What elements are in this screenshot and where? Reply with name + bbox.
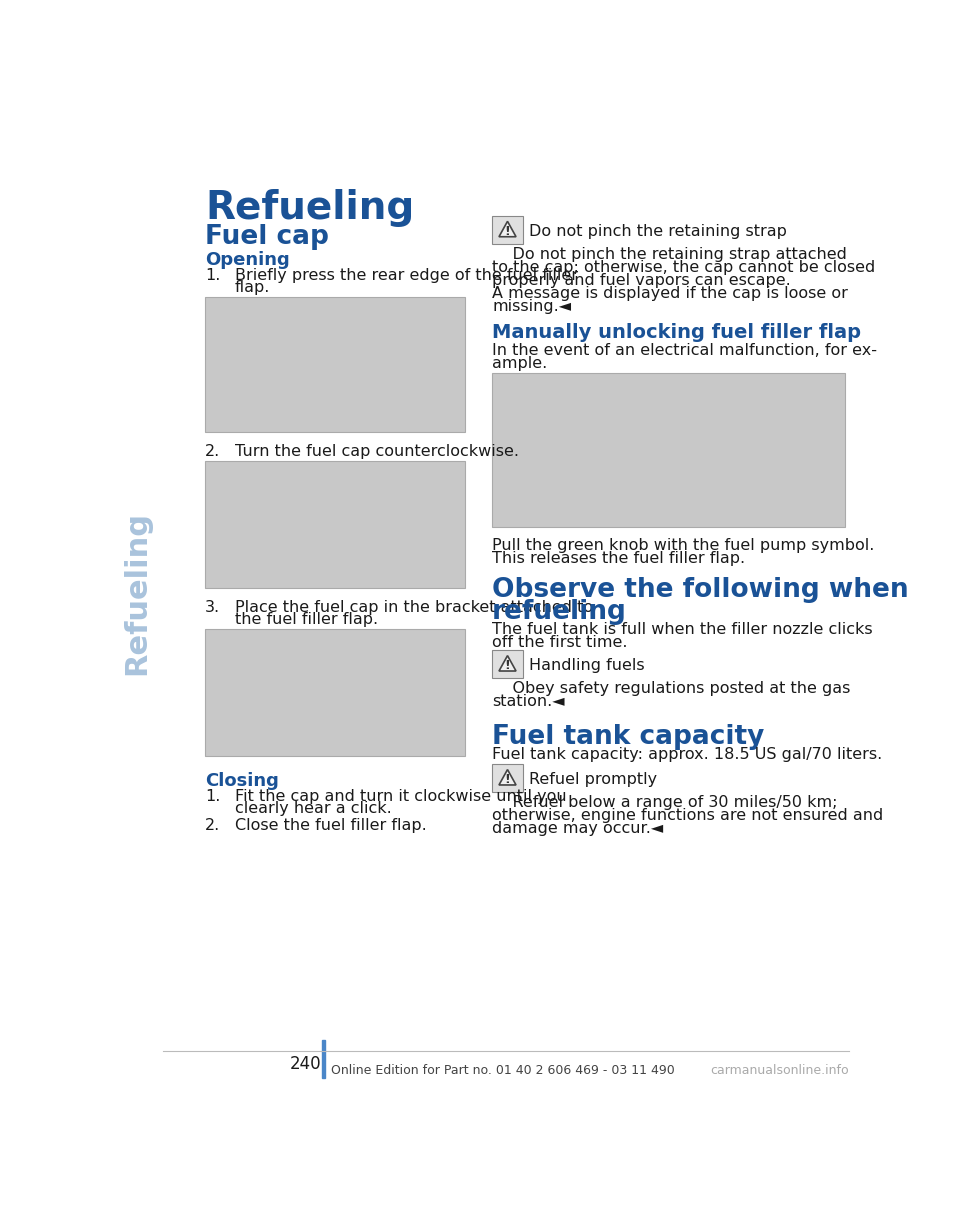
Text: Refueling: Refueling xyxy=(205,189,415,227)
Text: !: ! xyxy=(505,659,511,672)
Text: Place the fuel cap in the bracket attached to: Place the fuel cap in the bracket attach… xyxy=(234,600,593,615)
Text: Refuel below a range of 30 miles/50 km;: Refuel below a range of 30 miles/50 km; xyxy=(492,796,837,810)
Text: Briefly press the rear edge of the fuel filler: Briefly press the rear edge of the fuel … xyxy=(234,268,578,282)
Text: Fuel cap: Fuel cap xyxy=(205,224,329,249)
Text: Do not pinch the retaining strap: Do not pinch the retaining strap xyxy=(529,224,787,238)
Text: 240: 240 xyxy=(290,1056,322,1073)
Text: The fuel tank is full when the filler nozzle clicks: The fuel tank is full when the filler no… xyxy=(492,622,873,637)
Bar xyxy=(492,216,523,243)
Text: In the event of an electrical malfunction, for ex-: In the event of an electrical malfunctio… xyxy=(492,343,877,358)
Text: clearly hear a click.: clearly hear a click. xyxy=(234,802,392,816)
Bar xyxy=(492,373,845,527)
Text: Handling fuels: Handling fuels xyxy=(529,657,645,673)
Text: 2.: 2. xyxy=(205,444,221,458)
Text: Fuel tank capacity: Fuel tank capacity xyxy=(492,725,764,750)
Text: !: ! xyxy=(505,225,511,238)
Text: Close the fuel filler flap.: Close the fuel filler flap. xyxy=(234,818,426,833)
Polygon shape xyxy=(499,656,516,671)
Text: 2.: 2. xyxy=(205,818,221,833)
Polygon shape xyxy=(499,221,516,237)
Text: Opening: Opening xyxy=(205,251,290,269)
Text: A message is displayed if the cap is loose or: A message is displayed if the cap is loo… xyxy=(492,286,848,301)
Text: properly and fuel vapors can escape.: properly and fuel vapors can escape. xyxy=(492,273,791,288)
Text: to the cap; otherwise, the cap cannot be closed: to the cap; otherwise, the cap cannot be… xyxy=(492,260,876,275)
Polygon shape xyxy=(499,770,516,785)
Text: ample.: ample. xyxy=(492,356,547,371)
Text: the fuel filler flap.: the fuel filler flap. xyxy=(234,612,378,627)
Text: flap.: flap. xyxy=(234,280,270,295)
Text: Refuel promptly: Refuel promptly xyxy=(529,772,658,787)
Text: !: ! xyxy=(505,774,511,786)
Text: Closing: Closing xyxy=(205,772,279,789)
Text: 1.: 1. xyxy=(205,789,221,804)
Text: 1.: 1. xyxy=(205,268,221,282)
Text: Observe the following when: Observe the following when xyxy=(492,577,908,604)
Bar xyxy=(205,461,465,588)
Text: Refueling: Refueling xyxy=(123,511,152,676)
Text: otherwise, engine functions are not ensured and: otherwise, engine functions are not ensu… xyxy=(492,808,883,824)
Text: refueling: refueling xyxy=(492,599,627,624)
Text: 3.: 3. xyxy=(205,600,221,615)
Text: station.◄: station.◄ xyxy=(492,694,564,709)
Text: Fit the cap and turn it clockwise until you: Fit the cap and turn it clockwise until … xyxy=(234,789,566,804)
Text: Obey safety regulations posted at the gas: Obey safety regulations posted at the ga… xyxy=(492,681,851,697)
Text: missing.◄: missing.◄ xyxy=(492,299,571,314)
Text: Manually unlocking fuel filler flap: Manually unlocking fuel filler flap xyxy=(492,323,861,342)
Text: This releases the fuel filler flap.: This releases the fuel filler flap. xyxy=(492,551,745,566)
Bar xyxy=(205,629,465,756)
Text: off the first time.: off the first time. xyxy=(492,634,628,650)
Bar xyxy=(205,297,465,431)
Text: Pull the green knob with the fuel pump symbol.: Pull the green knob with the fuel pump s… xyxy=(492,538,875,552)
Text: damage may occur.◄: damage may occur.◄ xyxy=(492,821,663,836)
Text: Fuel tank capacity: approx. 18.5 US gal/70 liters.: Fuel tank capacity: approx. 18.5 US gal/… xyxy=(492,747,882,763)
Bar xyxy=(322,1040,325,1078)
Text: carmanualsonline.info: carmanualsonline.info xyxy=(709,1064,849,1077)
Bar xyxy=(492,764,523,792)
Text: Online Edition for Part no. 01 40 2 606 469 - 03 11 490: Online Edition for Part no. 01 40 2 606 … xyxy=(331,1064,675,1077)
Bar xyxy=(492,650,523,678)
Text: Do not pinch the retaining strap attached: Do not pinch the retaining strap attache… xyxy=(492,247,847,262)
Text: Turn the fuel cap counterclockwise.: Turn the fuel cap counterclockwise. xyxy=(234,444,518,458)
